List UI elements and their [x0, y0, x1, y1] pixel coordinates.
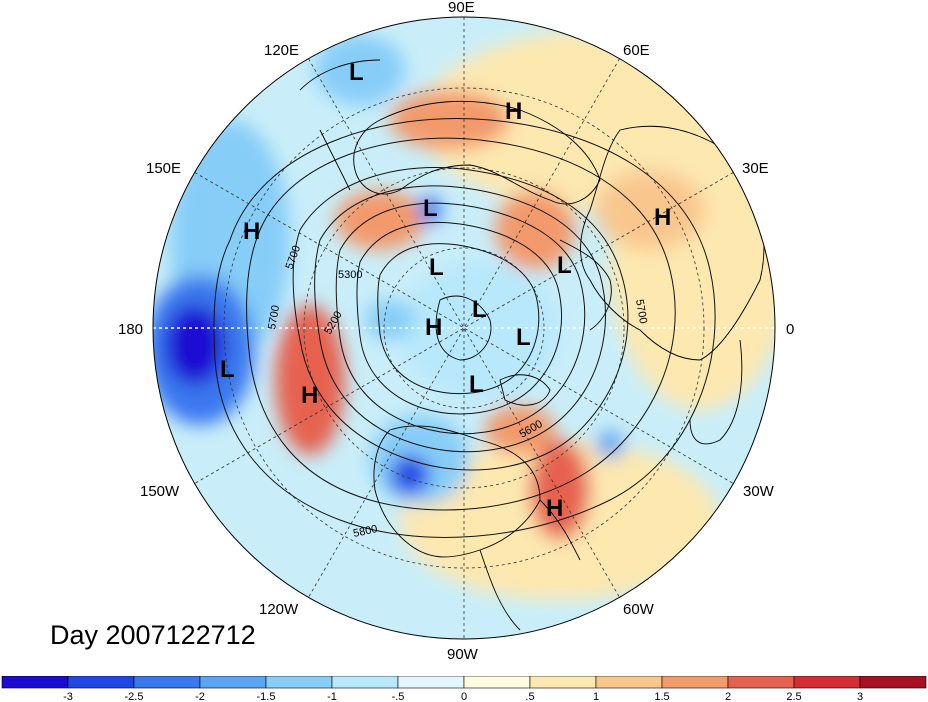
colorbar-swatch [1, 676, 69, 689]
colorbar-swatch [397, 676, 465, 689]
colorbar-tick-label: 2.5 [786, 691, 801, 702]
colorbar-tick-labels: -3 -2.5 -2 -1.5 -1 -.5 0 .5 1 1.5 2 2.5 3 [63, 691, 863, 702]
colorbar-tick-label: -3 [63, 691, 73, 702]
colorbar-tick-label: -.5 [392, 691, 405, 702]
colorbar-swatch [133, 676, 201, 689]
colorbar-swatch [529, 676, 597, 689]
colorbar-tick-label: 1 [593, 691, 599, 702]
colorbar-swatch [727, 676, 795, 689]
colorbar-tick-label: -1 [327, 691, 337, 702]
colorbar-swatch [595, 676, 663, 689]
colorbar-tick-label: 1.5 [654, 691, 669, 702]
colorbar-tick-label: -1.5 [257, 691, 276, 702]
contour-label: 5700 [633, 298, 649, 324]
low-pressure-marker: L [423, 195, 438, 222]
contour-label: 5800 [352, 523, 378, 540]
colorbar-swatch [661, 676, 729, 689]
map-boundary [152, 16, 776, 640]
longitude-label-60e: 60E [623, 42, 650, 59]
high-pressure-marker: H [505, 98, 522, 125]
high-pressure-marker: H [243, 218, 260, 245]
colorbar-swatch [859, 676, 927, 689]
colorbar-swatch [265, 676, 333, 689]
low-pressure-marker: L [220, 356, 235, 383]
graticule [153, 17, 775, 639]
low-pressure-marker: L [516, 324, 531, 351]
low-pressure-marker: L [469, 371, 484, 398]
colorbar-swatches [1, 676, 927, 689]
longitude-label-60w: 60W [623, 601, 655, 618]
contour-label: 5700 [266, 304, 282, 330]
low-pressure-marker: L [472, 296, 487, 323]
height-contours [213, 118, 716, 538]
longitude-label-30w: 30W [743, 483, 775, 500]
colorbar-swatch [463, 676, 531, 689]
day-label: Day 2007122712 [50, 620, 256, 650]
colorbar-tick-label: 3 [857, 691, 863, 702]
longitude-label-120w: 120W [259, 601, 299, 618]
colorbar-tick-label: -2.5 [125, 691, 144, 702]
longitude-label-150e: 150E [146, 160, 181, 177]
colorbar: -3 -2.5 -2 -1.5 -1 -.5 0 .5 1 1.5 2 2.5 3 [1, 676, 927, 702]
colorbar-tick-label: 2 [725, 691, 731, 702]
low-pressure-marker: L [557, 252, 572, 279]
longitude-label-150w: 150W [140, 483, 180, 500]
high-pressure-marker: H [546, 495, 563, 522]
low-pressure-marker: L [429, 254, 444, 281]
longitude-labels: 90E 60E 120E 150E 30E 180 0 150W 30W 120… [118, 0, 794, 663]
longitude-label-0: 0 [786, 321, 794, 338]
low-pressure-marker: L [349, 59, 364, 86]
coastlines [299, 59, 765, 631]
longitude-label-90w: 90W [447, 646, 479, 663]
high-pressure-marker: H [654, 204, 671, 231]
pressure-systems: L H H L H L L L H L L L H H H [220, 59, 671, 522]
high-pressure-marker: H [301, 382, 318, 409]
longitude-label-120e: 120E [264, 42, 299, 59]
high-pressure-marker: H [425, 314, 442, 341]
contour-label: 5300 [338, 269, 362, 281]
longitude-label-30e: 30E [742, 160, 769, 177]
colorbar-tick-label: -2 [195, 691, 205, 702]
colorbar-swatch [199, 676, 267, 689]
longitude-label-90e: 90E [448, 0, 475, 16]
colorbar-swatch [67, 676, 135, 689]
colorbar-tick-label: 0 [461, 691, 467, 702]
longitude-label-180: 180 [118, 321, 143, 338]
colorbar-swatch [331, 676, 399, 689]
colorbar-tick-label: .5 [525, 691, 534, 702]
colorbar-swatch [793, 676, 861, 689]
